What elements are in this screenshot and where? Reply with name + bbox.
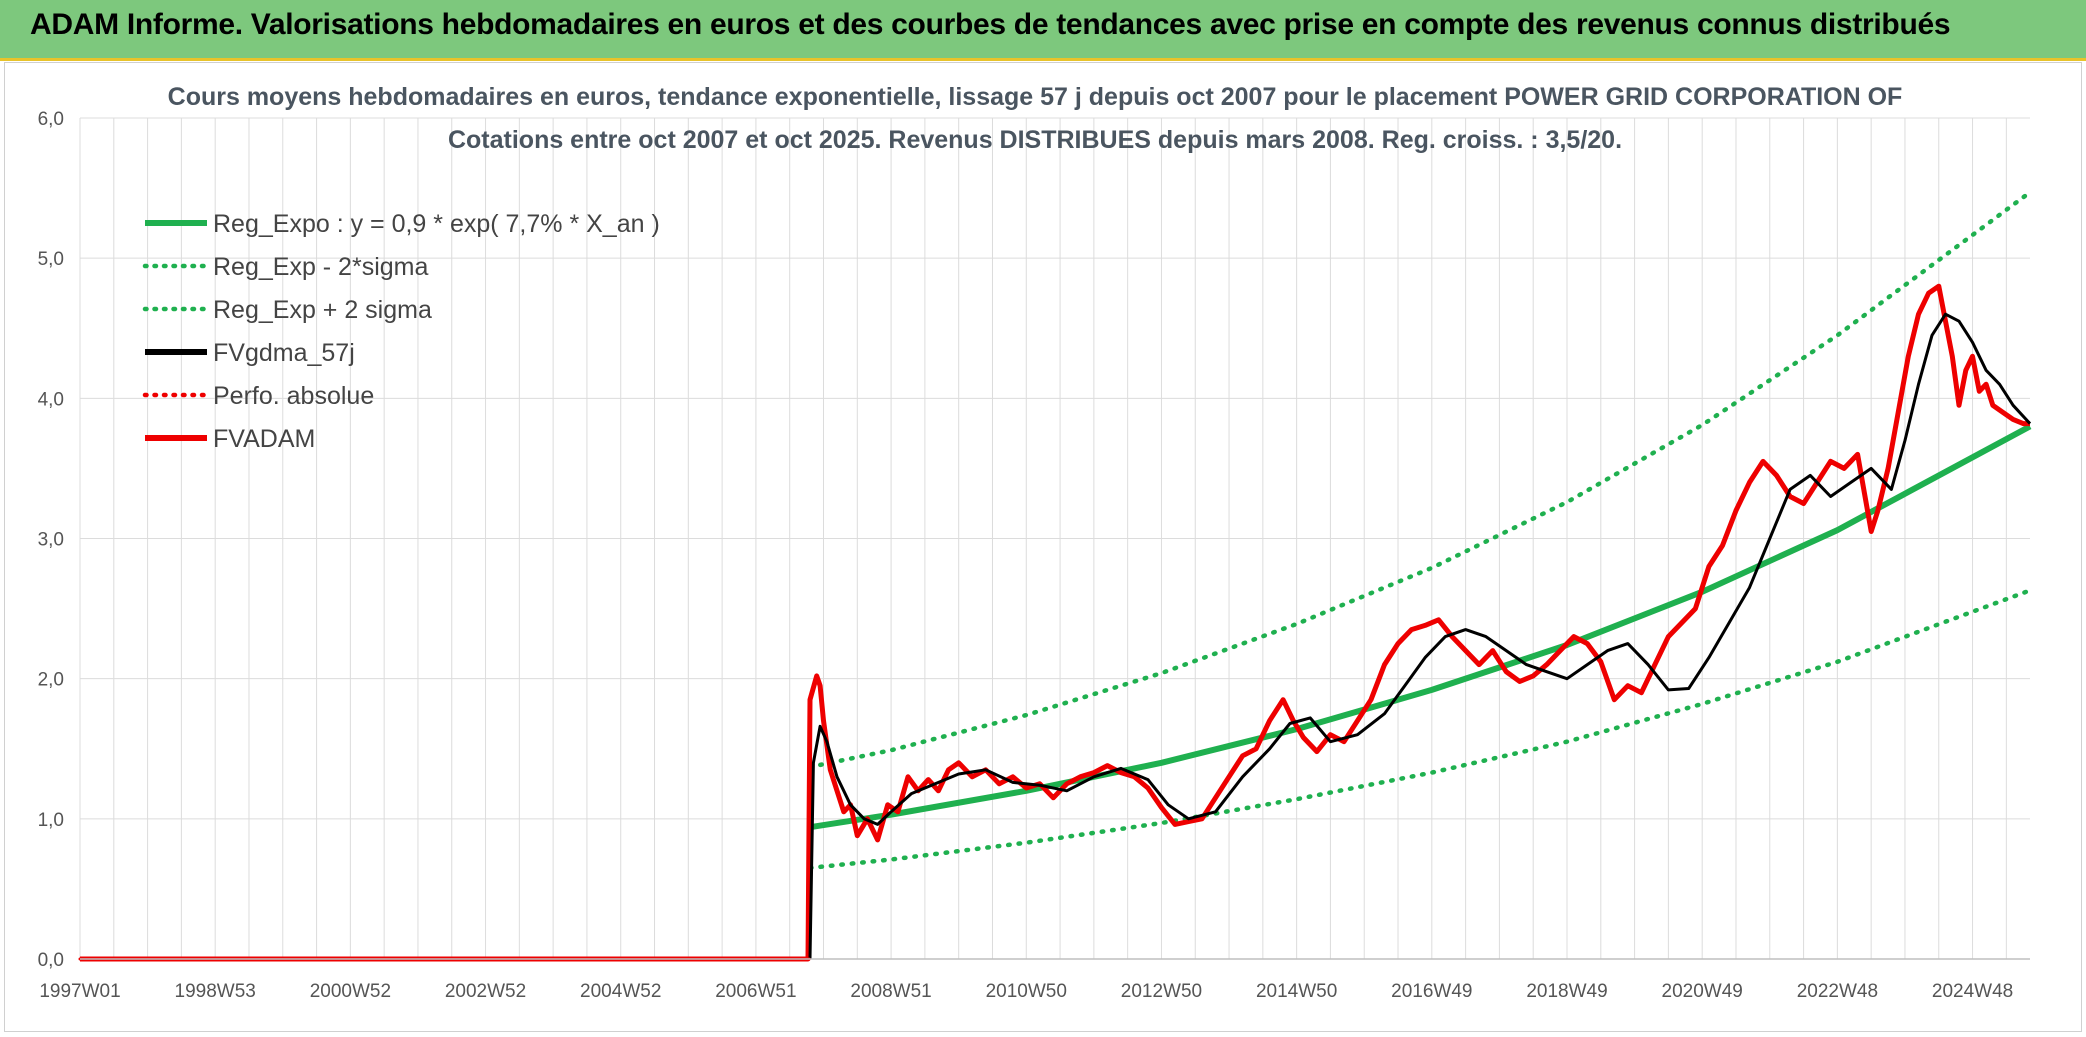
x-tick-label: 2020W49 xyxy=(1662,981,1743,1002)
x-tick-label: 2012W50 xyxy=(1121,981,1202,1002)
legend-label: FVADAM xyxy=(213,425,315,453)
chart-subtitle: Cotations entre oct 2007 et oct 2025. Re… xyxy=(448,126,1622,154)
x-tick-label: 2006W51 xyxy=(715,981,796,1002)
series-line-3 xyxy=(807,190,2033,770)
grid xyxy=(79,117,2030,960)
y-tick-label: 4,0 xyxy=(38,389,64,410)
legend-label: FVgdma_57j xyxy=(213,339,355,367)
y-tick-label: 3,0 xyxy=(38,530,64,551)
legend-label: Perfo. absolue xyxy=(213,382,374,410)
x-tick-label: 2016W49 xyxy=(1391,981,1472,1002)
x-tick-label: 1997W01 xyxy=(39,981,120,1002)
x-tick-label: 1998W53 xyxy=(175,981,256,1002)
y-tick-label: 0,0 xyxy=(38,950,64,971)
x-tick-label: 2000W52 xyxy=(310,981,391,1002)
report-title: ADAM Informe. Valorisations hebdomadaire… xyxy=(30,8,1951,41)
chart: 0,0 1,0 2,0 3,0 4,0 5,0 6,0 1997W01 1998W53 2000W… xyxy=(38,83,2033,1002)
y-tick-label: 1,0 xyxy=(38,810,64,831)
series-line-6 xyxy=(80,283,2030,962)
x-tick-label: 2008W51 xyxy=(850,981,931,1002)
series-line-2 xyxy=(807,588,2033,871)
x-tick-label: 2010W50 xyxy=(986,981,1067,1002)
chart-frame: 0,0 1,0 2,0 3,0 4,0 5,0 6,0 1997W01 1998W53 2000W… xyxy=(4,62,2082,1032)
x-tick-label: 2002W52 xyxy=(445,981,526,1002)
series-line-4 xyxy=(808,312,2032,960)
legend-label: Reg_Expo : y = 0,9 * exp( 7,7% * X_an ) xyxy=(213,210,660,238)
x-tick-label: 2024W48 xyxy=(1932,981,2013,1002)
legend: Reg_Expo : y = 0,9 * exp( 7,7% * X_an ) R… xyxy=(142,210,660,453)
y-tick-label: 6,0 xyxy=(38,109,64,130)
series-layer xyxy=(78,190,2033,962)
axes: 0,0 1,0 2,0 3,0 4,0 5,0 6,0 1997W01 1998W53 2000W… xyxy=(38,109,2030,1002)
report-banner: ADAM Informe. Valorisations hebdomadaire… xyxy=(0,0,2086,61)
legend-label: Reg_Exp + 2 sigma xyxy=(213,296,432,324)
x-tick-label: 2014W50 xyxy=(1256,981,1337,1002)
y-tick-label: 2,0 xyxy=(38,670,64,691)
x-tick-label: 2022W48 xyxy=(1797,981,1878,1002)
chart-title: Cours moyens hebdomadaires en euros, ten… xyxy=(168,83,1903,111)
y-tick-label: 5,0 xyxy=(38,249,64,270)
x-tick-label: 2004W52 xyxy=(580,981,661,1002)
x-tick-label: 2018W49 xyxy=(1526,981,1607,1002)
legend-label: Reg_Exp - 2*sigma xyxy=(213,253,428,281)
